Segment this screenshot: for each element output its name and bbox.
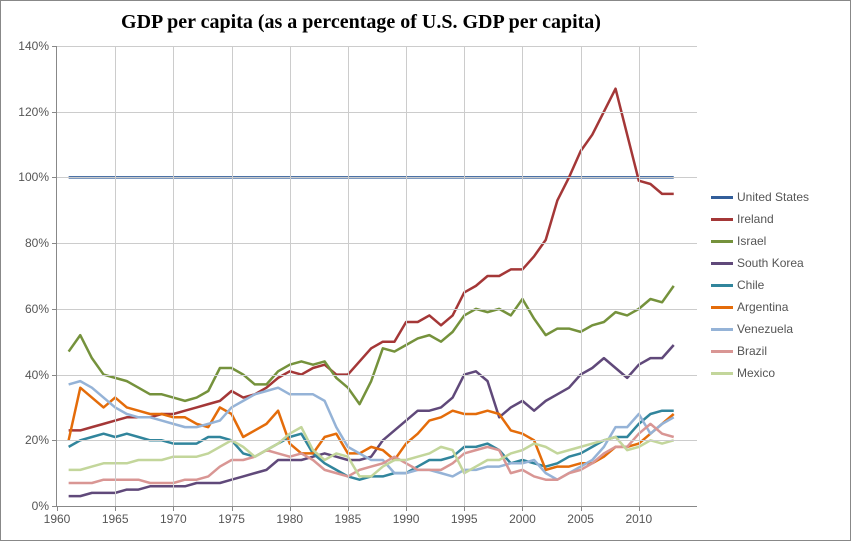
legend-swatch [711,240,733,243]
legend-item: Venezuela [711,318,809,340]
x-axis-label: 1995 [444,506,484,526]
y-axis-label: 140% [0,39,49,53]
gridline-v [290,46,291,506]
y-tick [52,112,57,113]
legend-item: Ireland [711,208,809,230]
y-axis-label: 120% [0,105,49,119]
x-axis-label: 1985 [328,506,368,526]
y-axis-label: 40% [0,368,49,382]
legend: United States Ireland Israel South Korea Chi… [711,186,809,384]
y-tick [52,177,57,178]
gridline-h [57,112,697,113]
x-axis-label: 1990 [386,506,426,526]
gridline-v [348,46,349,506]
x-axis-label: 2005 [561,506,601,526]
series-line [69,286,674,404]
line-series-svg [57,46,697,506]
chart-title: GDP per capita (as a percentage of U.S. … [1,11,721,34]
y-axis-label: 20% [0,433,49,447]
gridline-v [639,46,640,506]
gridline-h [57,46,697,47]
legend-swatch [711,284,733,287]
gridline-v [115,46,116,506]
plot-area: 0%20%40%60%80%100%120%140%19601965197019… [56,46,697,507]
gridline-h [57,243,697,244]
legend-label: United States [737,190,809,204]
x-axis-label: 1970 [153,506,193,526]
legend-label: Mexico [737,366,775,380]
gridline-h [57,309,697,310]
legend-label: Ireland [737,212,774,226]
legend-item: Chile [711,274,809,296]
y-axis-label: 60% [0,302,49,316]
series-line [69,381,674,480]
legend-label: Argentina [737,300,788,314]
x-axis-label: 1980 [270,506,310,526]
y-axis-label: 100% [0,170,49,184]
legend-item: South Korea [711,252,809,274]
y-tick [52,440,57,441]
x-axis-label: 1960 [37,506,77,526]
x-axis-label: 2000 [502,506,542,526]
legend-item: Brazil [711,340,809,362]
gridline-h [57,375,697,376]
gridline-v [232,46,233,506]
gridline-v [173,46,174,506]
legend-swatch [711,328,733,331]
legend-item: Israel [711,230,809,252]
chart-container: GDP per capita (as a percentage of U.S. … [0,0,851,541]
x-axis-label: 1965 [95,506,135,526]
legend-swatch [711,306,733,309]
legend-label: South Korea [737,256,804,270]
gridline-h [57,440,697,441]
y-tick [52,243,57,244]
y-tick [52,46,57,47]
y-tick [52,375,57,376]
legend-item: United States [711,186,809,208]
legend-label: Venezuela [737,322,793,336]
x-axis-label: 2010 [619,506,659,526]
legend-label: Brazil [737,344,767,358]
legend-swatch [711,218,733,221]
legend-swatch [711,196,733,199]
legend-swatch [711,372,733,375]
gridline-h [57,177,697,178]
y-axis-label: 80% [0,236,49,250]
legend-label: Chile [737,278,764,292]
legend-label: Israel [737,234,766,248]
legend-item: Mexico [711,362,809,384]
legend-swatch [711,350,733,353]
gridline-v [522,46,523,506]
gridline-v [581,46,582,506]
legend-item: Argentina [711,296,809,318]
y-tick [52,309,57,310]
gridline-v [406,46,407,506]
x-axis-label: 1975 [212,506,252,526]
legend-swatch [711,262,733,265]
gridline-v [464,46,465,506]
